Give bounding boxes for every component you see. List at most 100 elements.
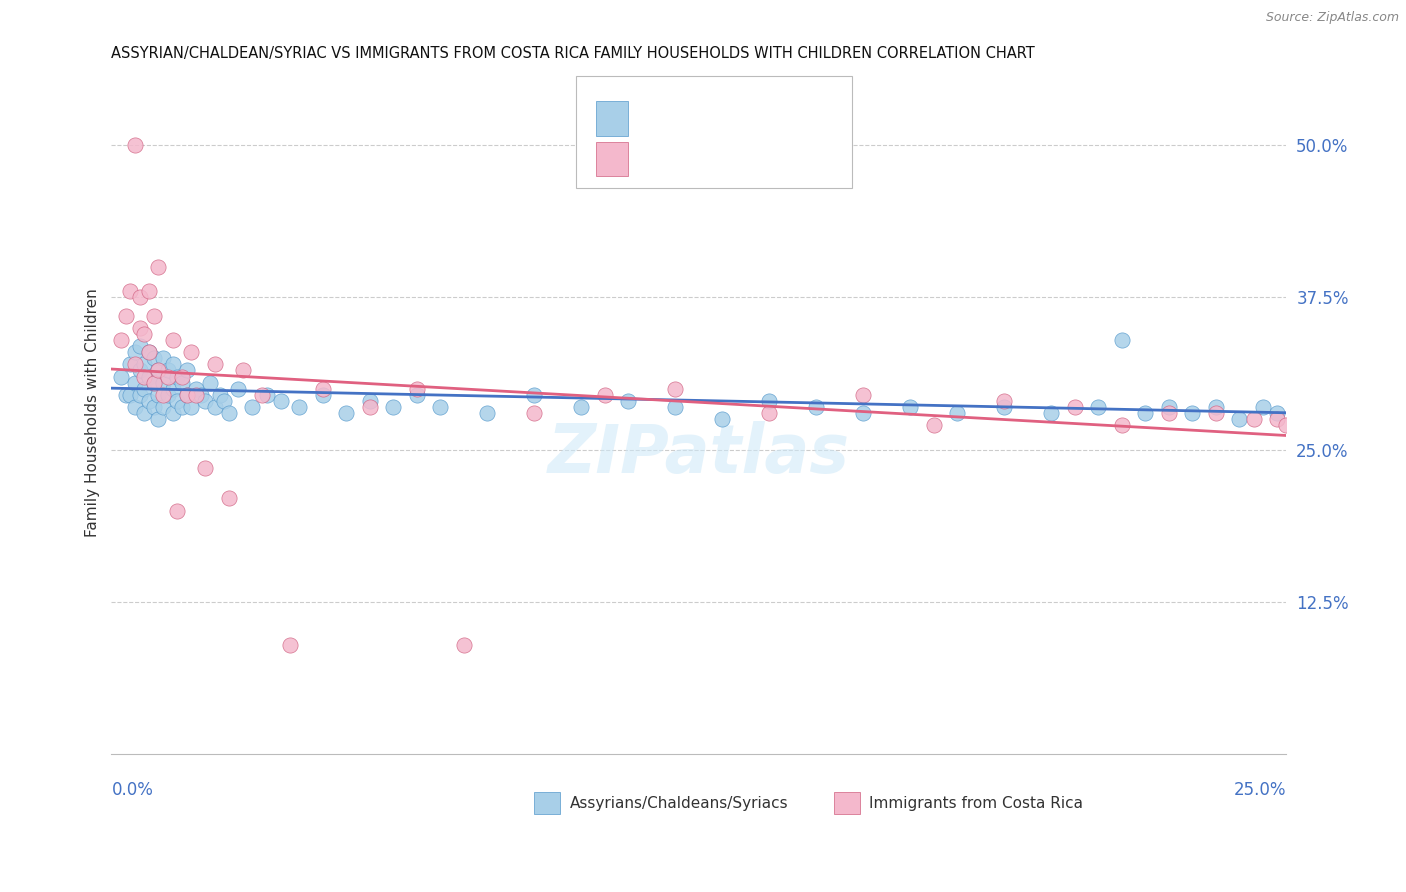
Point — [256, 388, 278, 402]
Point — [128, 321, 150, 335]
Text: 25.0%: 25.0% — [1234, 781, 1286, 799]
Point — [134, 382, 156, 396]
Text: 0.0%: 0.0% — [111, 781, 153, 799]
Point — [128, 290, 150, 304]
Point — [156, 369, 179, 384]
Text: ASSYRIAN/CHALDEAN/SYRIAC VS IMMIGRANTS FROM COSTA RICA FAMILY HOUSEHOLDS WITH CH: ASSYRIAN/CHALDEAN/SYRIAC VS IMMIGRANTS F… — [111, 46, 1035, 62]
Point — [1303, 418, 1326, 433]
Point — [278, 638, 301, 652]
Point — [852, 406, 875, 420]
Point — [124, 138, 146, 153]
Text: -0.065: -0.065 — [682, 151, 741, 169]
Point — [250, 388, 273, 402]
Point — [270, 393, 292, 408]
FancyBboxPatch shape — [596, 143, 628, 177]
Point — [758, 406, 780, 420]
Point — [1285, 418, 1308, 433]
Point — [156, 388, 179, 402]
Point — [148, 388, 170, 402]
Text: Immigrants from Costa Rica: Immigrants from Costa Rica — [869, 796, 1084, 811]
Point — [359, 400, 381, 414]
Point — [1135, 406, 1157, 420]
Y-axis label: Family Households with Children: Family Households with Children — [86, 289, 100, 538]
Point — [1229, 412, 1251, 426]
Point — [138, 285, 160, 299]
Point — [166, 393, 188, 408]
Point — [242, 400, 264, 414]
Point — [124, 400, 146, 414]
Point — [664, 382, 686, 396]
Point — [429, 400, 451, 414]
Point — [162, 333, 184, 347]
Point — [1243, 412, 1265, 426]
Point — [1205, 400, 1227, 414]
Point — [664, 400, 686, 414]
Point — [148, 363, 170, 377]
Point — [142, 400, 165, 414]
Point — [359, 393, 381, 408]
Point — [184, 388, 207, 402]
Text: 51: 51 — [796, 151, 820, 169]
Point — [1181, 406, 1204, 420]
FancyBboxPatch shape — [534, 792, 560, 814]
Point — [180, 400, 202, 414]
Point — [134, 369, 156, 384]
Point — [170, 369, 193, 384]
Point — [382, 400, 405, 414]
Point — [208, 388, 231, 402]
Point — [124, 345, 146, 359]
Point — [1275, 418, 1298, 433]
Text: N =: N = — [758, 110, 794, 128]
Point — [114, 388, 136, 402]
Point — [142, 309, 165, 323]
Point — [194, 393, 217, 408]
Point — [138, 345, 160, 359]
Point — [477, 406, 499, 420]
Point — [170, 376, 193, 390]
Point — [128, 339, 150, 353]
Point — [142, 376, 165, 390]
Point — [180, 345, 202, 359]
Point — [312, 388, 335, 402]
Point — [138, 369, 160, 384]
Point — [232, 363, 254, 377]
Point — [711, 412, 734, 426]
Point — [148, 412, 170, 426]
Point — [134, 326, 156, 341]
Point — [176, 388, 198, 402]
Point — [852, 388, 875, 402]
Point — [212, 393, 235, 408]
Text: -0.085: -0.085 — [682, 110, 741, 128]
Point — [1157, 406, 1180, 420]
Point — [900, 400, 922, 414]
Point — [204, 358, 226, 372]
Point — [194, 461, 217, 475]
Point — [128, 363, 150, 377]
Point — [218, 406, 240, 420]
Point — [142, 351, 165, 366]
Text: N =: N = — [758, 151, 794, 169]
Point — [162, 382, 184, 396]
Point — [120, 285, 142, 299]
Point — [1265, 412, 1288, 426]
Text: ZIPatlas: ZIPatlas — [548, 421, 851, 487]
Point — [120, 388, 142, 402]
Point — [993, 393, 1015, 408]
Point — [190, 388, 212, 402]
Point — [523, 388, 546, 402]
Point — [993, 400, 1015, 414]
Point — [453, 638, 475, 652]
Text: Source: ZipAtlas.com: Source: ZipAtlas.com — [1265, 11, 1399, 24]
Point — [176, 388, 198, 402]
Point — [152, 400, 174, 414]
Point — [152, 376, 174, 390]
Point — [166, 369, 188, 384]
Point — [571, 400, 593, 414]
Point — [152, 388, 174, 402]
FancyBboxPatch shape — [596, 102, 628, 136]
Point — [166, 503, 188, 517]
Point — [134, 358, 156, 372]
Point — [204, 400, 226, 414]
Point — [176, 363, 198, 377]
Point — [114, 309, 136, 323]
